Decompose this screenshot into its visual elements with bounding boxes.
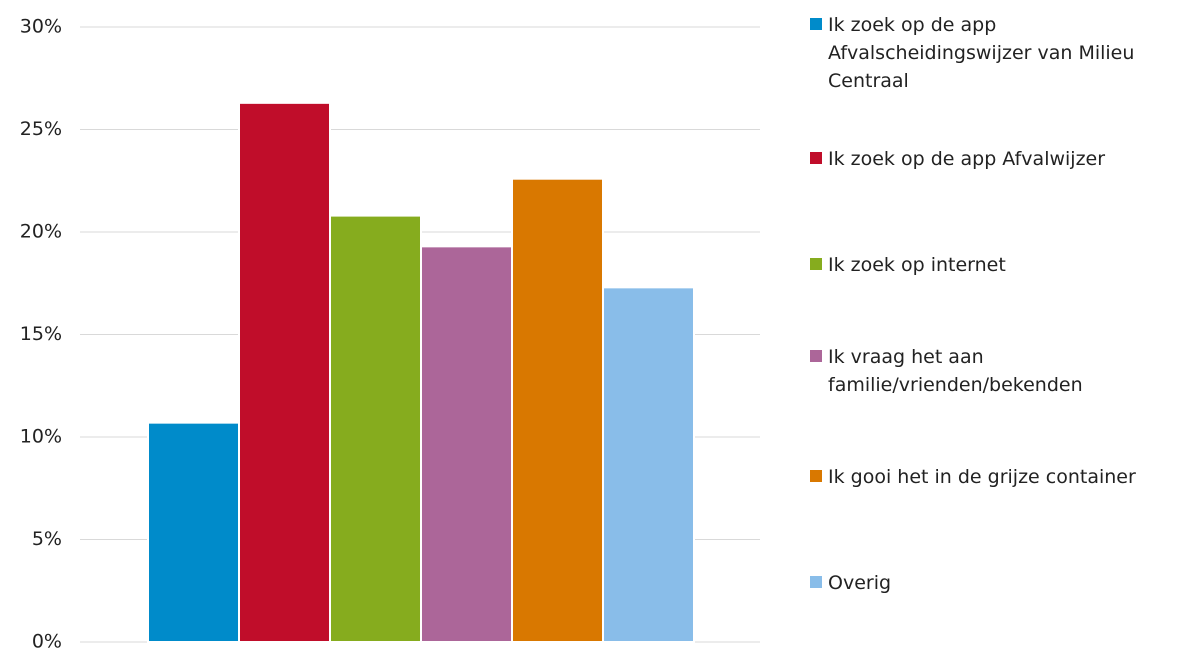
y-tick-label: 5% — [32, 528, 62, 550]
legend-swatch — [810, 258, 822, 270]
legend-swatch — [810, 18, 822, 30]
y-tick-label: 30% — [20, 16, 62, 38]
y-tick-label: 15% — [20, 323, 62, 345]
y-tick-label: 10% — [20, 426, 62, 448]
bar — [329, 214, 422, 643]
legend-entry: Ik vraag het aan familie/vrienden/bekend… — [810, 343, 1173, 399]
legend-item: Ik zoek op de app Afvalwijzer — [810, 106, 1180, 212]
legend-entry: Ik zoek op de app Afvalwijzer — [810, 145, 1173, 173]
bar — [602, 286, 695, 643]
legend-swatch — [810, 350, 822, 362]
legend-item: Ik vraag het aan familie/vrienden/bekend… — [810, 318, 1180, 424]
legend-swatch — [810, 470, 822, 482]
legend-label: Overig — [828, 572, 892, 594]
legend-item: Ik zoek op de app Afvalscheidingswijzer … — [810, 0, 1180, 106]
legend-swatch — [810, 152, 822, 164]
legend: Ik zoek op de app Afvalscheidingswijzer … — [810, 0, 1180, 636]
bar — [511, 177, 604, 643]
legend-swatch — [810, 576, 822, 588]
legend-label: Ik zoek op de app Afvalwijzer — [828, 148, 1106, 170]
legend-entry: Ik zoek op de app Afvalscheidingswijzer … — [810, 11, 1173, 95]
legend-label: Ik zoek op de app Afvalscheidingswijzer … — [828, 14, 1135, 92]
legend-entry: Ik zoek op internet — [810, 251, 1173, 279]
y-tick-label: 0% — [32, 631, 62, 648]
y-tick-label: 20% — [20, 221, 62, 243]
legend-item: Overig — [810, 530, 1180, 636]
legend-item: Ik gooi het in de grijze container — [810, 424, 1180, 530]
legend-label: Ik vraag het aan familie/vrienden/bekend… — [828, 346, 1083, 396]
plot: 0% 5% 10% 15% 20% 25% 30% — [20, 16, 760, 648]
bar — [420, 245, 513, 643]
legend-entry: Ik gooi het in de grijze container — [810, 463, 1173, 491]
legend-label: Ik gooi het in de grijze container — [828, 466, 1136, 488]
bar — [238, 101, 331, 644]
legend-entry: Overig — [810, 569, 1173, 597]
bar — [147, 421, 240, 643]
legend-label: Ik zoek op internet — [828, 254, 1006, 276]
y-tick-label: 25% — [20, 118, 62, 140]
legend-item: Ik zoek op internet — [810, 212, 1180, 318]
